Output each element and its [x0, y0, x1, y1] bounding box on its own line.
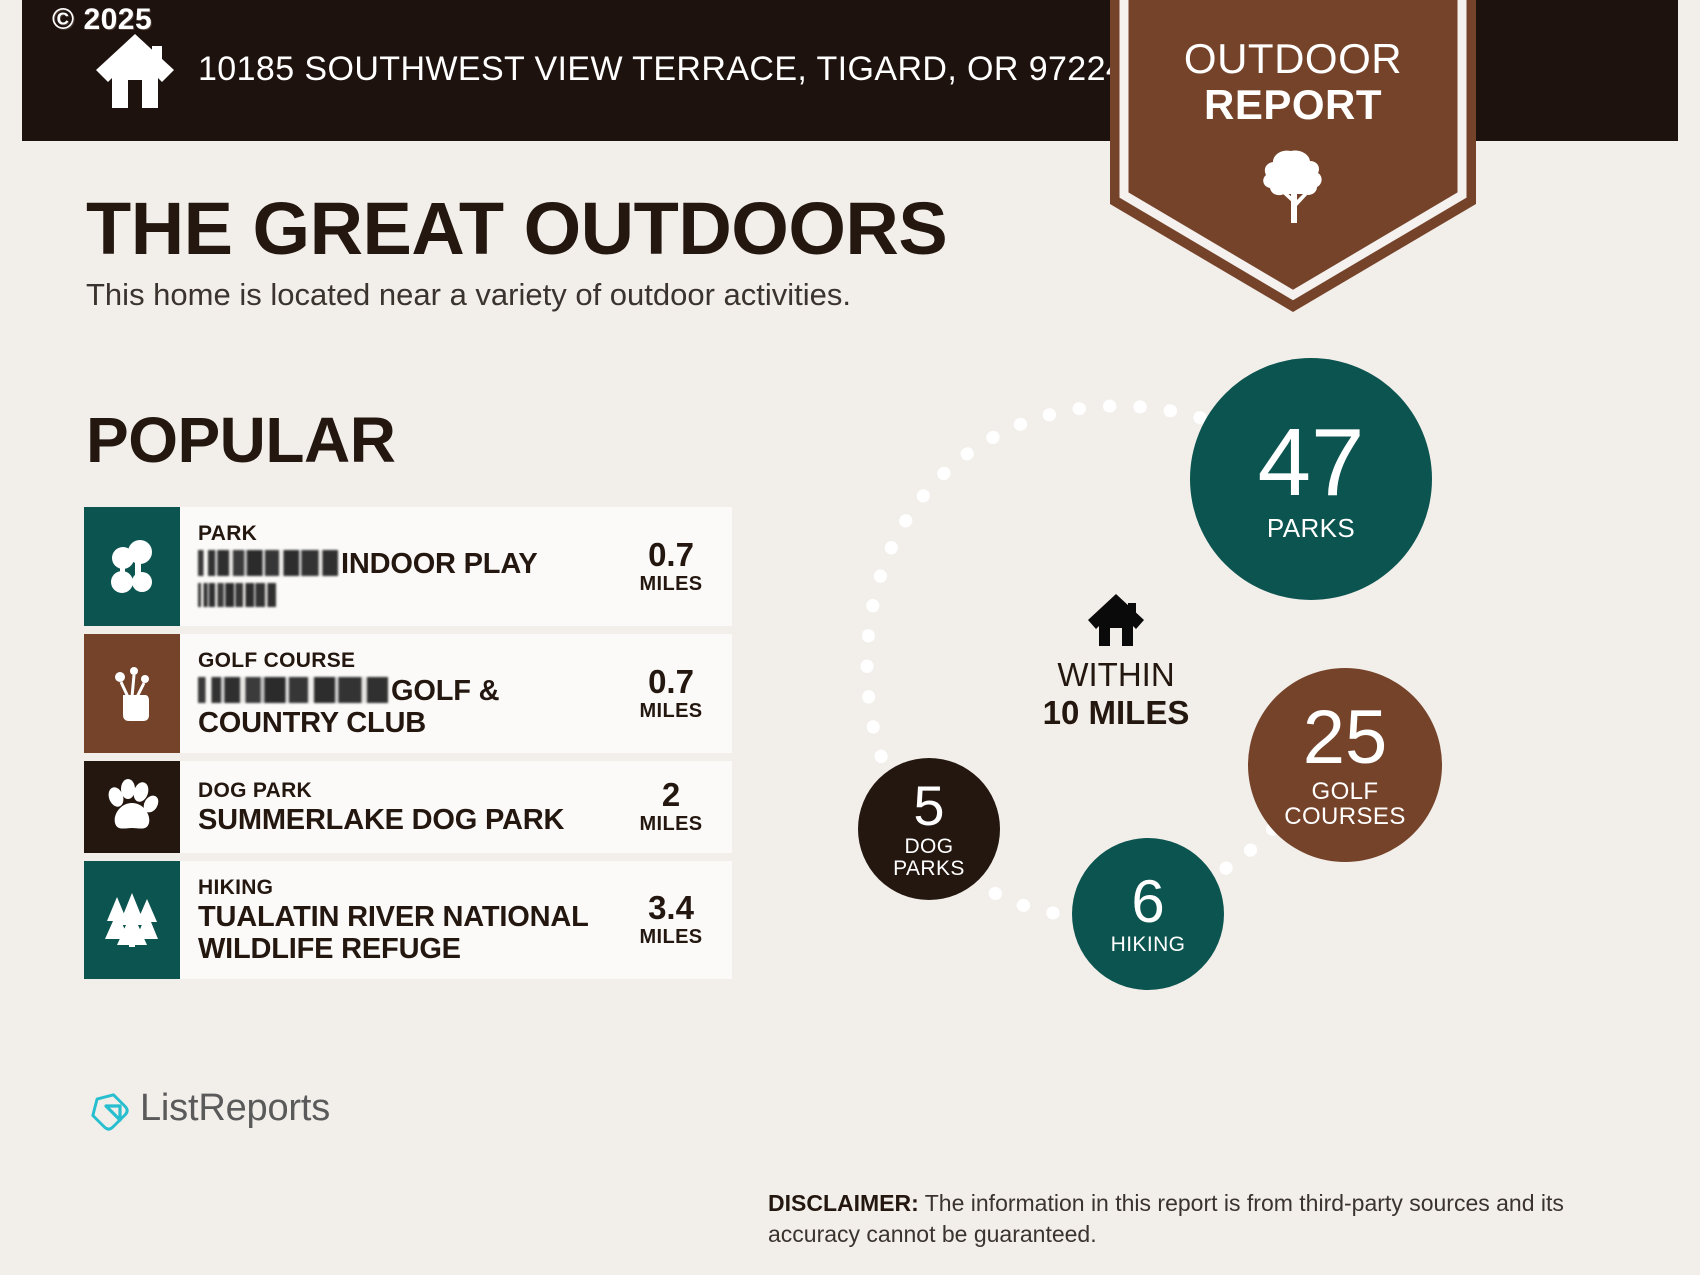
distance-unit: MILES — [639, 813, 703, 835]
list-item-distance: 0.7 MILES — [618, 507, 732, 626]
golf-bag-icon — [84, 634, 180, 753]
copyright-watermark: © 2025 — [52, 3, 153, 36]
bubble-value: 5 — [913, 774, 945, 838]
park-trees-icon — [84, 507, 180, 626]
distance-unit: MILES — [639, 926, 703, 948]
list-item[interactable]: PARK INDOOR PLAY 0.7 MILES — [84, 507, 732, 626]
list-item-name: SUMMERLAKE DOG PARK — [198, 804, 565, 836]
center-radius-label: WITHIN 10 MILES — [995, 656, 1237, 732]
page-subtitle: This home is located near a variety of o… — [86, 277, 852, 312]
list-item-text: HIKING TUALATIN RIVER NATIONAL WILDLIFE … — [180, 861, 618, 979]
bubble-parks: 47 PARKS — [1190, 358, 1432, 600]
disclaimer-text: The information in this report is from t… — [768, 1190, 1564, 1247]
bubble-hiking: 6 HIKING — [1072, 838, 1224, 990]
bubble-label-line2: COURSES — [1284, 803, 1406, 830]
center-label-line1: WITHIN — [1057, 656, 1175, 693]
center-label-line2: 10 MILES — [1042, 694, 1190, 731]
distance-value: 0.7 — [648, 535, 694, 573]
bubble-value: 47 — [1257, 409, 1365, 517]
bubble-dog-parks: 5 DOG PARKS — [858, 758, 1000, 900]
disclaimer-label: DISCLAIMER: — [768, 1190, 919, 1216]
pine-trees-icon — [84, 861, 180, 979]
list-item-distance: 0.7 MILES — [618, 634, 732, 753]
list-item-category: DOG PARK — [198, 779, 313, 802]
list-item-text: DOG PARK SUMMERLAKE DOG PARK — [180, 761, 618, 853]
list-item-name-visible: INDOOR PLAY — [341, 548, 538, 580]
property-address: 10185 SOUTHWEST VIEW TERRACE, TIGARD, OR… — [198, 50, 1126, 88]
list-item-distance: 2 MILES — [618, 761, 732, 853]
distance-value: 3.4 — [648, 889, 694, 926]
disclaimer: DISCLAIMER: The information in this repo… — [768, 1188, 1648, 1250]
bubble-label: DOG PARKS — [893, 836, 965, 880]
redacted-text-line2 — [198, 583, 276, 607]
page-title: THE GREAT OUTDOORS — [86, 187, 948, 270]
amenities-bubble-chart: 47 PARKS 25 GOLF COURSES 5 DOG PARKS 6 H… — [790, 330, 1490, 1010]
bubble-label-line1: GOLF — [1311, 778, 1379, 806]
list-item[interactable]: HIKING TUALATIN RIVER NATIONAL WILDLIFE … — [84, 861, 732, 979]
distance-value: 2 — [661, 776, 681, 813]
bubble-label-line1: DOG — [904, 835, 954, 859]
bubble-value: 6 — [1131, 868, 1165, 936]
list-item-text: PARK INDOOR PLAY — [180, 507, 618, 626]
badge-label: OUTDOOR REPORT — [1110, 36, 1476, 128]
list-item[interactable]: GOLF COURSE GOLF & COUNTRY CLUB 0.7 MILE… — [84, 634, 732, 753]
redacted-text — [198, 677, 388, 703]
distance-unit: MILES — [639, 699, 703, 722]
home-icon — [94, 32, 176, 110]
bubble-label: HIKING — [1110, 933, 1186, 957]
bubble-label-line2: PARKS — [893, 857, 965, 880]
bubble-label: GOLF COURSES — [1284, 778, 1406, 830]
popular-section-title: POPULAR — [86, 404, 396, 476]
bubble-value: 25 — [1302, 695, 1388, 781]
home-icon — [1086, 592, 1146, 648]
list-item-name: TUALATIN RIVER NATIONAL WILDLIFE REFUGE — [198, 901, 589, 965]
dotted-connector-arc — [860, 399, 1327, 923]
distance-unit: MILES — [639, 572, 703, 595]
badge-label-line2: REPORT — [1203, 81, 1382, 128]
list-item-distance: 3.4 MILES — [618, 861, 732, 979]
listreports-logo-icon[interactable] — [86, 1088, 130, 1132]
list-item-name-visible: GOLF & COUNTRY CLUB — [198, 675, 500, 739]
list-item-category: GOLF COURSE — [198, 649, 356, 672]
list-item-category: PARK — [198, 522, 258, 545]
tree-icon — [1263, 150, 1322, 223]
bubble-golf-courses: 25 GOLF COURSES — [1248, 668, 1442, 862]
paw-print-icon — [84, 761, 180, 853]
badge-label-line1: OUTDOOR — [1183, 35, 1403, 82]
popular-list: PARK INDOOR PLAY 0.7 MILES GOLF COURS — [84, 507, 732, 987]
outdoor-report-badge: OUTDOOR REPORT — [1110, 0, 1476, 312]
bubble-label: PARKS — [1266, 513, 1356, 544]
list-item-name: GOLF & COUNTRY CLUB — [198, 674, 618, 739]
list-item-name: INDOOR PLAY — [198, 547, 618, 612]
distance-value: 0.7 — [648, 662, 694, 700]
listreports-wordmark[interactable]: ListReports — [140, 1087, 330, 1129]
list-item-text: GOLF COURSE GOLF & COUNTRY CLUB — [180, 634, 618, 753]
redacted-text — [198, 550, 338, 576]
list-item[interactable]: DOG PARK SUMMERLAKE DOG PARK 2 MILES — [84, 761, 732, 853]
list-item-category: HIKING — [198, 876, 274, 899]
